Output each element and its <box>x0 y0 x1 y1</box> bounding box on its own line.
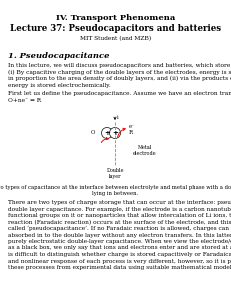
Text: O+ne⁻ ⇔ R: O+ne⁻ ⇔ R <box>8 98 41 103</box>
Text: O: O <box>91 130 95 136</box>
Text: MIT Student (and MZB): MIT Student (and MZB) <box>80 36 151 41</box>
Text: energy is stored electrochemically.: energy is stored electrochemically. <box>8 82 111 88</box>
Circle shape <box>101 128 112 139</box>
Text: (i) By capacitive charging of the double layers of the electrodes, energy is sto: (i) By capacitive charging of the double… <box>8 70 231 75</box>
Text: IV. Transport Phenomena: IV. Transport Phenomena <box>56 14 175 22</box>
Text: as a black box, we only say that ions and electrons enter and are stored at a gi: as a black box, we only say that ions an… <box>8 245 231 250</box>
Text: reaction (Faradaic reaction) occurs at the surface of the electrode, and this ty: reaction (Faradaic reaction) occurs at t… <box>8 220 231 225</box>
Text: and nonlinear response of each process is very different, however, so it is poss: and nonlinear response of each process i… <box>8 259 231 263</box>
Text: 1. Pseudocapacitance: 1. Pseudocapacitance <box>8 52 109 60</box>
Text: Lecture 37: Pseudocapacitors and batteries: Lecture 37: Pseudocapacitors and batteri… <box>10 24 221 33</box>
Text: There are two types of charge storage that can occur at the interface: pseudocap: There are two types of charge storage th… <box>8 200 231 205</box>
Text: in proportion to the area density of doubly layers, and (ii) via the products of: in proportion to the area density of dou… <box>8 76 231 81</box>
Text: First let us define the pseudocapacitance. Assume we have an electron transfer r: First let us define the pseudocapacitanc… <box>8 91 231 96</box>
Text: In this lecture, we will discuss pseudocapacitors and batteries, which store ene: In this lecture, we will discuss pseudoc… <box>8 63 231 68</box>
Text: Fig. 1  Two types of capacitance at the interface between electrolyte and metal : Fig. 1 Two types of capacitance at the i… <box>0 185 231 190</box>
Text: Metal
electrode: Metal electrode <box>133 145 157 156</box>
Text: +: + <box>112 130 118 136</box>
Text: lying in between.: lying in between. <box>92 190 139 196</box>
Text: double layer capacitance. For example, if the electrode is a carbon nanotube wit: double layer capacitance. For example, i… <box>8 206 231 211</box>
Text: purely electrostatic double-layer capacitance. When we view the electrode/electr: purely electrostatic double-layer capaci… <box>8 239 231 244</box>
Text: is difficult to distinguish whether charge is stored capacitively or Faradaicall: is difficult to distinguish whether char… <box>8 252 231 257</box>
Circle shape <box>109 128 121 139</box>
Text: +: + <box>104 130 110 136</box>
Text: these processes from experimental data using suitable mathematical models.: these processes from experimental data u… <box>8 265 231 270</box>
Text: absorbed in to the double layer without any electron transfers. In this latter c: absorbed in to the double layer without … <box>8 232 231 238</box>
Text: e⁻: e⁻ <box>129 124 135 128</box>
Text: R: R <box>129 130 133 136</box>
Text: Double
layer: Double layer <box>106 168 124 179</box>
Text: i: i <box>116 115 118 120</box>
Text: functional groups on it or nanoparticles that allow intercalation of Li ions, th: functional groups on it or nanoparticles… <box>8 213 231 218</box>
Text: called ‘pseudocapacitance’. If no Faradaic reaction is allowed, charges can only: called ‘pseudocapacitance’. If no Farada… <box>8 226 231 231</box>
